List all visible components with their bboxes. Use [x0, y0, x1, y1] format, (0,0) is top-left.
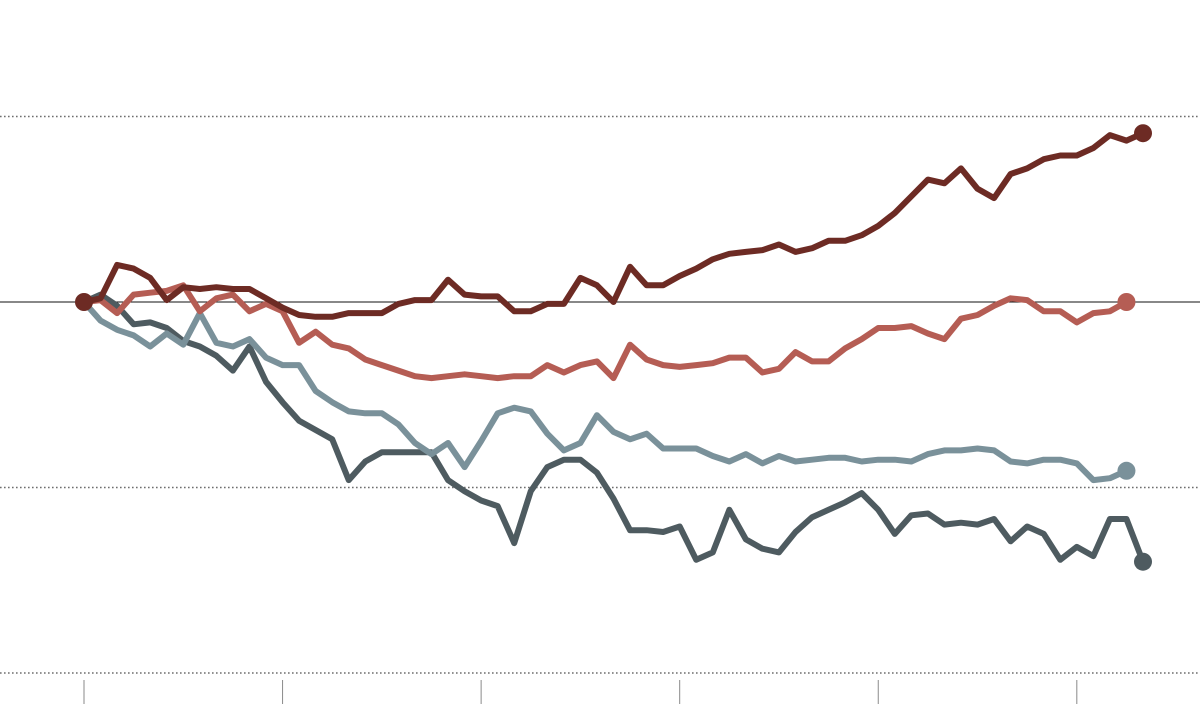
- series-line: [81, 299, 1130, 484]
- series-markers: [75, 124, 1152, 571]
- gridlines: [0, 115, 1200, 674]
- series-end-point: [1134, 552, 1152, 571]
- series-line: [81, 130, 1146, 320]
- series-start-point: [75, 293, 93, 311]
- series-end-point: [1117, 293, 1136, 311]
- series-lines: [81, 130, 1146, 565]
- series-line: [81, 282, 1130, 382]
- series-end-point: [1134, 124, 1152, 143]
- series-line: [81, 291, 1146, 565]
- x-axis-ticks: [83, 680, 1078, 704]
- series-end-point: [1117, 461, 1136, 480]
